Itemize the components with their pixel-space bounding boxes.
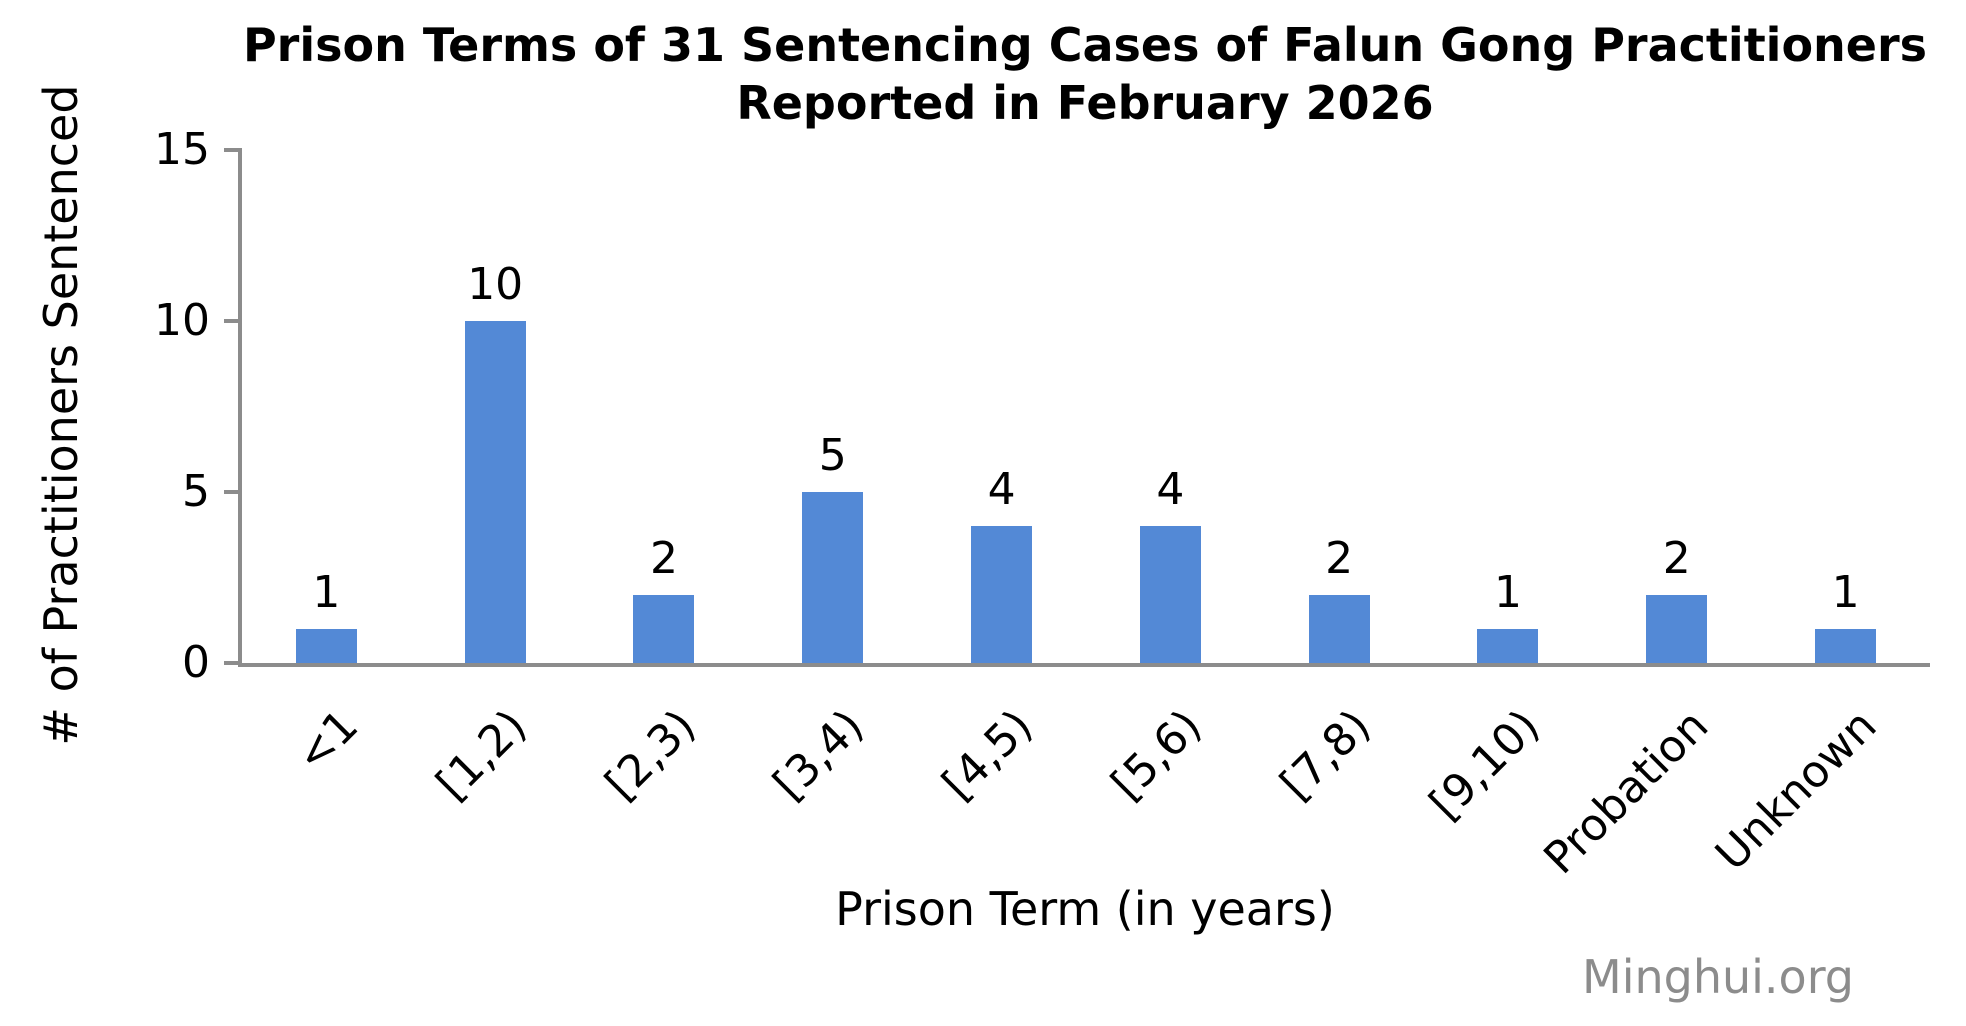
x-tick-label: [7,8): [1270, 700, 1381, 810]
bar-value-label: 2: [649, 532, 678, 584]
bar-value-label: 10: [467, 259, 524, 310]
y-tick: 0: [182, 641, 242, 685]
bar-value-label: 2: [1662, 532, 1691, 584]
bar: [1646, 594, 1708, 663]
bar: [971, 526, 1033, 663]
x-tick-label: [4,5): [933, 700, 1043, 810]
bar-slot: 2 [2,3): [580, 150, 749, 810]
bar-value-label: 2: [1325, 532, 1354, 584]
bar: [802, 492, 864, 663]
x-tick-label: [5,6): [1101, 700, 1212, 810]
y-axis-title: # of Practitioners Sentenced: [34, 84, 88, 746]
bar-slot: 2 Probation: [1534, 150, 1761, 884]
bar-value-label: 1: [1493, 566, 1522, 618]
watermark: Minghui.org: [1582, 950, 1854, 1004]
y-tick-label: 5: [182, 466, 210, 518]
chart-title-line-2: Reported in February 2026: [736, 76, 1434, 130]
bar-value-label: 5: [818, 430, 847, 481]
bar-value-label: 1: [1831, 566, 1860, 618]
bar-slot: 1 Unknown: [1706, 150, 1930, 880]
bar: [633, 594, 695, 663]
x-tick-label: Unknown: [1706, 700, 1887, 881]
bar: [1139, 526, 1201, 663]
bar-slot: 1 <1: [242, 150, 411, 782]
x-tick-label: Probation: [1534, 700, 1719, 885]
chart-title: Prison Terms of 31 Sentencing Cases of F…: [240, 16, 1930, 132]
y-tick: 10: [154, 299, 242, 343]
x-tick-label: [9,10): [1419, 700, 1550, 830]
bar-value-label: 4: [987, 464, 1016, 516]
bar: [295, 628, 357, 663]
bar: [464, 321, 526, 663]
bar-slot: 4 [5,6): [1086, 150, 1255, 810]
x-tick-label: [2,3): [595, 700, 706, 810]
x-tick-label: <1: [285, 700, 368, 783]
bars-container: 1 <1 10 [1,2) 2 [2,3) 5 [3,4) 4: [242, 150, 1930, 885]
y-tick: 5: [182, 470, 242, 514]
bar-slot: 5 [3,4): [748, 150, 917, 810]
bar: [1308, 594, 1370, 663]
x-axis-line: [238, 663, 1930, 667]
bar-slot: 10 [1,2): [411, 150, 580, 810]
bar-slot: 2 [7,8): [1255, 150, 1424, 810]
bar: [1477, 628, 1539, 663]
y-tick-label: 0: [182, 637, 210, 688]
y-tick-label: 10: [154, 295, 210, 347]
bar: [1815, 628, 1877, 663]
bar-slot: 1 [9,10): [1420, 150, 1593, 829]
y-axis-line: [238, 150, 242, 667]
bar-value-label: 1: [312, 566, 341, 618]
plot-area: 0 5 10 15 1 <1 10 [1,2) 2 [2: [154, 128, 1930, 885]
bar-value-label: 4: [1156, 464, 1185, 516]
y-tick-label: 15: [154, 124, 210, 175]
x-axis-title: Prison Term (in years): [835, 882, 1335, 936]
y-tick: 15: [154, 128, 242, 172]
bar-slot: 4 [4,5): [917, 150, 1086, 810]
x-tick-label: [3,4): [764, 700, 875, 810]
x-tick-label: [1,2): [426, 700, 537, 810]
chart-title-line-1: Prison Terms of 31 Sentencing Cases of F…: [242, 18, 1928, 72]
